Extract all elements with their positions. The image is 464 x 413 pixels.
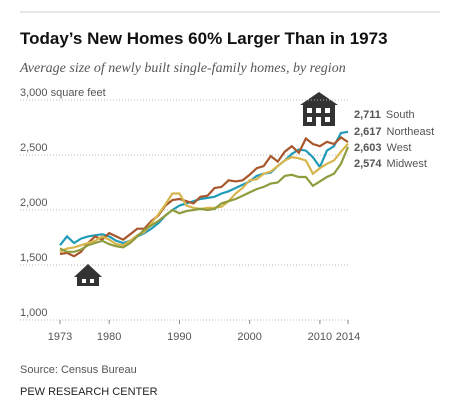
large-house-icon <box>300 92 338 126</box>
source: Source: Census Bureau <box>20 364 137 376</box>
line <box>59 146 350 253</box>
y-tick-label: 1,000 <box>20 307 48 319</box>
line <box>59 130 349 246</box>
x-tick-label: 1980 <box>97 331 121 343</box>
legend-label: West <box>387 142 412 154</box>
chart-subtitle: Average size of newly built single-famil… <box>19 61 346 76</box>
value-label: 2,603 <box>354 142 382 154</box>
x-tick-label: 1990 <box>167 331 191 343</box>
value-label: 2,711 <box>354 109 381 121</box>
y-tick-label: 3,000 square feet <box>20 87 106 99</box>
legend-label: Northeast <box>387 126 435 138</box>
legend-label: South <box>386 109 415 121</box>
x-tick-label: 2010 <box>308 331 332 343</box>
value-label: 2,574 <box>354 158 382 170</box>
value-label: 2,617 <box>354 126 382 138</box>
x-tick-label: 2014 <box>336 331 360 343</box>
y-tick-label: 2,500 <box>20 142 48 154</box>
y-tick-label: 1,500 <box>20 252 48 264</box>
chart-title: Today’s New Homes 60% Larger Than in 197… <box>20 29 388 48</box>
x-tick-label: 2000 <box>237 331 261 343</box>
line <box>59 135 349 258</box>
x-tick-label: 1973 <box>48 331 72 343</box>
legend-label: Midwest <box>387 158 427 170</box>
y-tick-label: 2,000 <box>20 197 48 209</box>
footer: PEW RESEARCH CENTER <box>20 386 158 398</box>
small-house-icon <box>74 264 102 286</box>
